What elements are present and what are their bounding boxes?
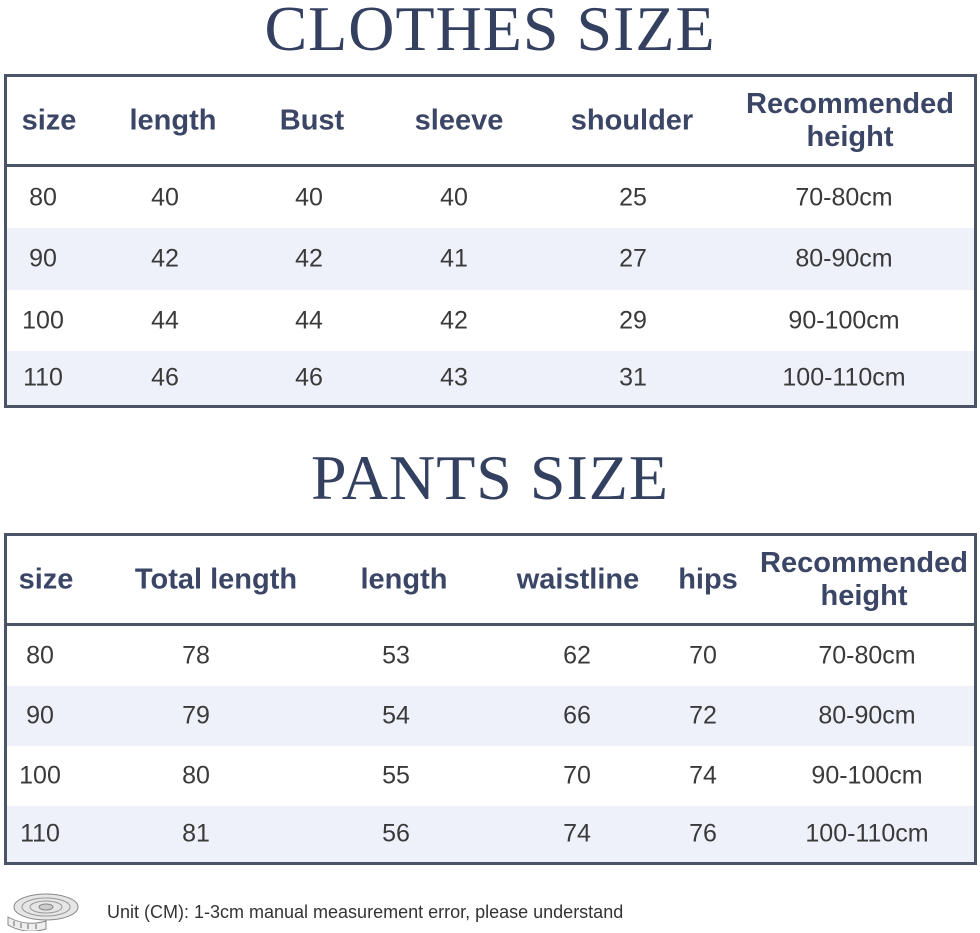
table-cell: 55 (382, 761, 410, 790)
table-cell: 90-100cm (811, 761, 923, 790)
unit-note: Unit (CM): 1-3cm manual measurement erro… (107, 902, 624, 922)
header-row: size length Bust sleeve shoulder Recommended … (7, 77, 974, 167)
column-header: shoulder (570, 104, 694, 136)
table-row: 80 78 53 62 70 70-80cm (7, 626, 974, 686)
table-cell: 70-80cm (795, 183, 893, 211)
table-row: 110 46 46 43 31 100-110cm (7, 351, 974, 405)
table-cell: 76 (689, 819, 717, 848)
table-row: 100 80 55 70 74 90-100cm (7, 746, 974, 806)
table-row: 110 81 56 74 76 100-110cm (7, 806, 974, 862)
column-header: size (18, 563, 74, 595)
table-cell: 62 (563, 641, 591, 670)
table-cell: 72 (689, 701, 717, 730)
table-cell: 100-110cm (805, 819, 929, 848)
column-header: waistline (516, 563, 640, 595)
table-row: 90 79 54 66 72 80-90cm (7, 686, 974, 746)
table-cell: 42 (440, 306, 468, 334)
table-cell: 29 (619, 306, 647, 334)
column-header: length (360, 563, 448, 595)
table-cell: 90 (26, 701, 54, 730)
table-cell: 54 (382, 701, 410, 730)
table-cell: 40 (440, 183, 468, 211)
column-header: Total length (134, 563, 298, 595)
table-cell: 40 (151, 183, 179, 211)
table-cell: 90 (29, 244, 57, 273)
table-cell: 80 (182, 761, 210, 790)
table-cell: 110 (23, 363, 63, 392)
table-cell: 44 (295, 306, 323, 334)
header-row: size Total length length waistline hips Recom… (7, 536, 974, 626)
table-cell: 79 (182, 701, 210, 730)
table-row: 80 40 40 40 25 70-80cm (7, 167, 974, 228)
table-cell: 66 (563, 701, 591, 730)
measuring-tape-icon (7, 893, 79, 931)
table-cell: 42 (295, 244, 323, 273)
table-cell: 90-100cm (788, 306, 900, 334)
table-cell: 46 (295, 363, 323, 392)
table-cell: 100-110cm (782, 363, 906, 392)
table-cell: 41 (440, 244, 468, 273)
table-cell: 44 (151, 306, 179, 334)
table-cell: 74 (563, 819, 591, 848)
table-row: 100 44 44 42 29 90-100cm (7, 290, 974, 351)
table-cell: 74 (689, 761, 717, 790)
table-cell: 42 (151, 244, 179, 273)
table-cell: 56 (382, 819, 410, 848)
table-cell: 70 (689, 641, 717, 670)
column-header: length (129, 104, 217, 136)
table-row: 90 42 42 41 27 80-90cm (7, 228, 974, 290)
table-cell: 80-90cm (818, 701, 916, 730)
table-cell: 40 (295, 183, 323, 211)
column-header: hips (678, 563, 738, 595)
table-cell: 25 (619, 183, 647, 211)
column-header: Bust (279, 104, 345, 136)
pants-size-title: PANTS SIZE (311, 442, 669, 513)
table-cell: 53 (382, 641, 410, 670)
table-cell: 70-80cm (818, 641, 916, 670)
table-cell: 81 (182, 819, 210, 848)
table-cell: 80 (29, 183, 57, 211)
table-cell: 43 (440, 363, 468, 392)
column-header: Recommended height (746, 87, 954, 153)
table-cell: 31 (619, 363, 647, 392)
table-cell: 110 (20, 819, 60, 848)
footer-note: Unit (CM): 1-3cm manual measurement erro… (0, 885, 980, 933)
table-cell: 80-90cm (795, 244, 893, 273)
clothes-size-title: CLOTHES SIZE (264, 0, 716, 64)
pants-size-table: size Total length length waistline hips Recom… (4, 533, 977, 865)
column-header: sleeve (414, 104, 504, 136)
column-header: Recommended height (760, 546, 968, 612)
table-cell: 100 (19, 761, 61, 790)
table-cell: 70 (563, 761, 591, 790)
table-cell: 80 (26, 641, 54, 670)
table-cell: 100 (22, 306, 64, 334)
table-cell: 27 (619, 244, 647, 273)
table-cell: 78 (182, 641, 210, 670)
column-header: size (21, 104, 77, 136)
table-cell: 46 (151, 363, 179, 392)
clothes-size-table: size length Bust sleeve shoulder Recommended … (4, 74, 977, 408)
